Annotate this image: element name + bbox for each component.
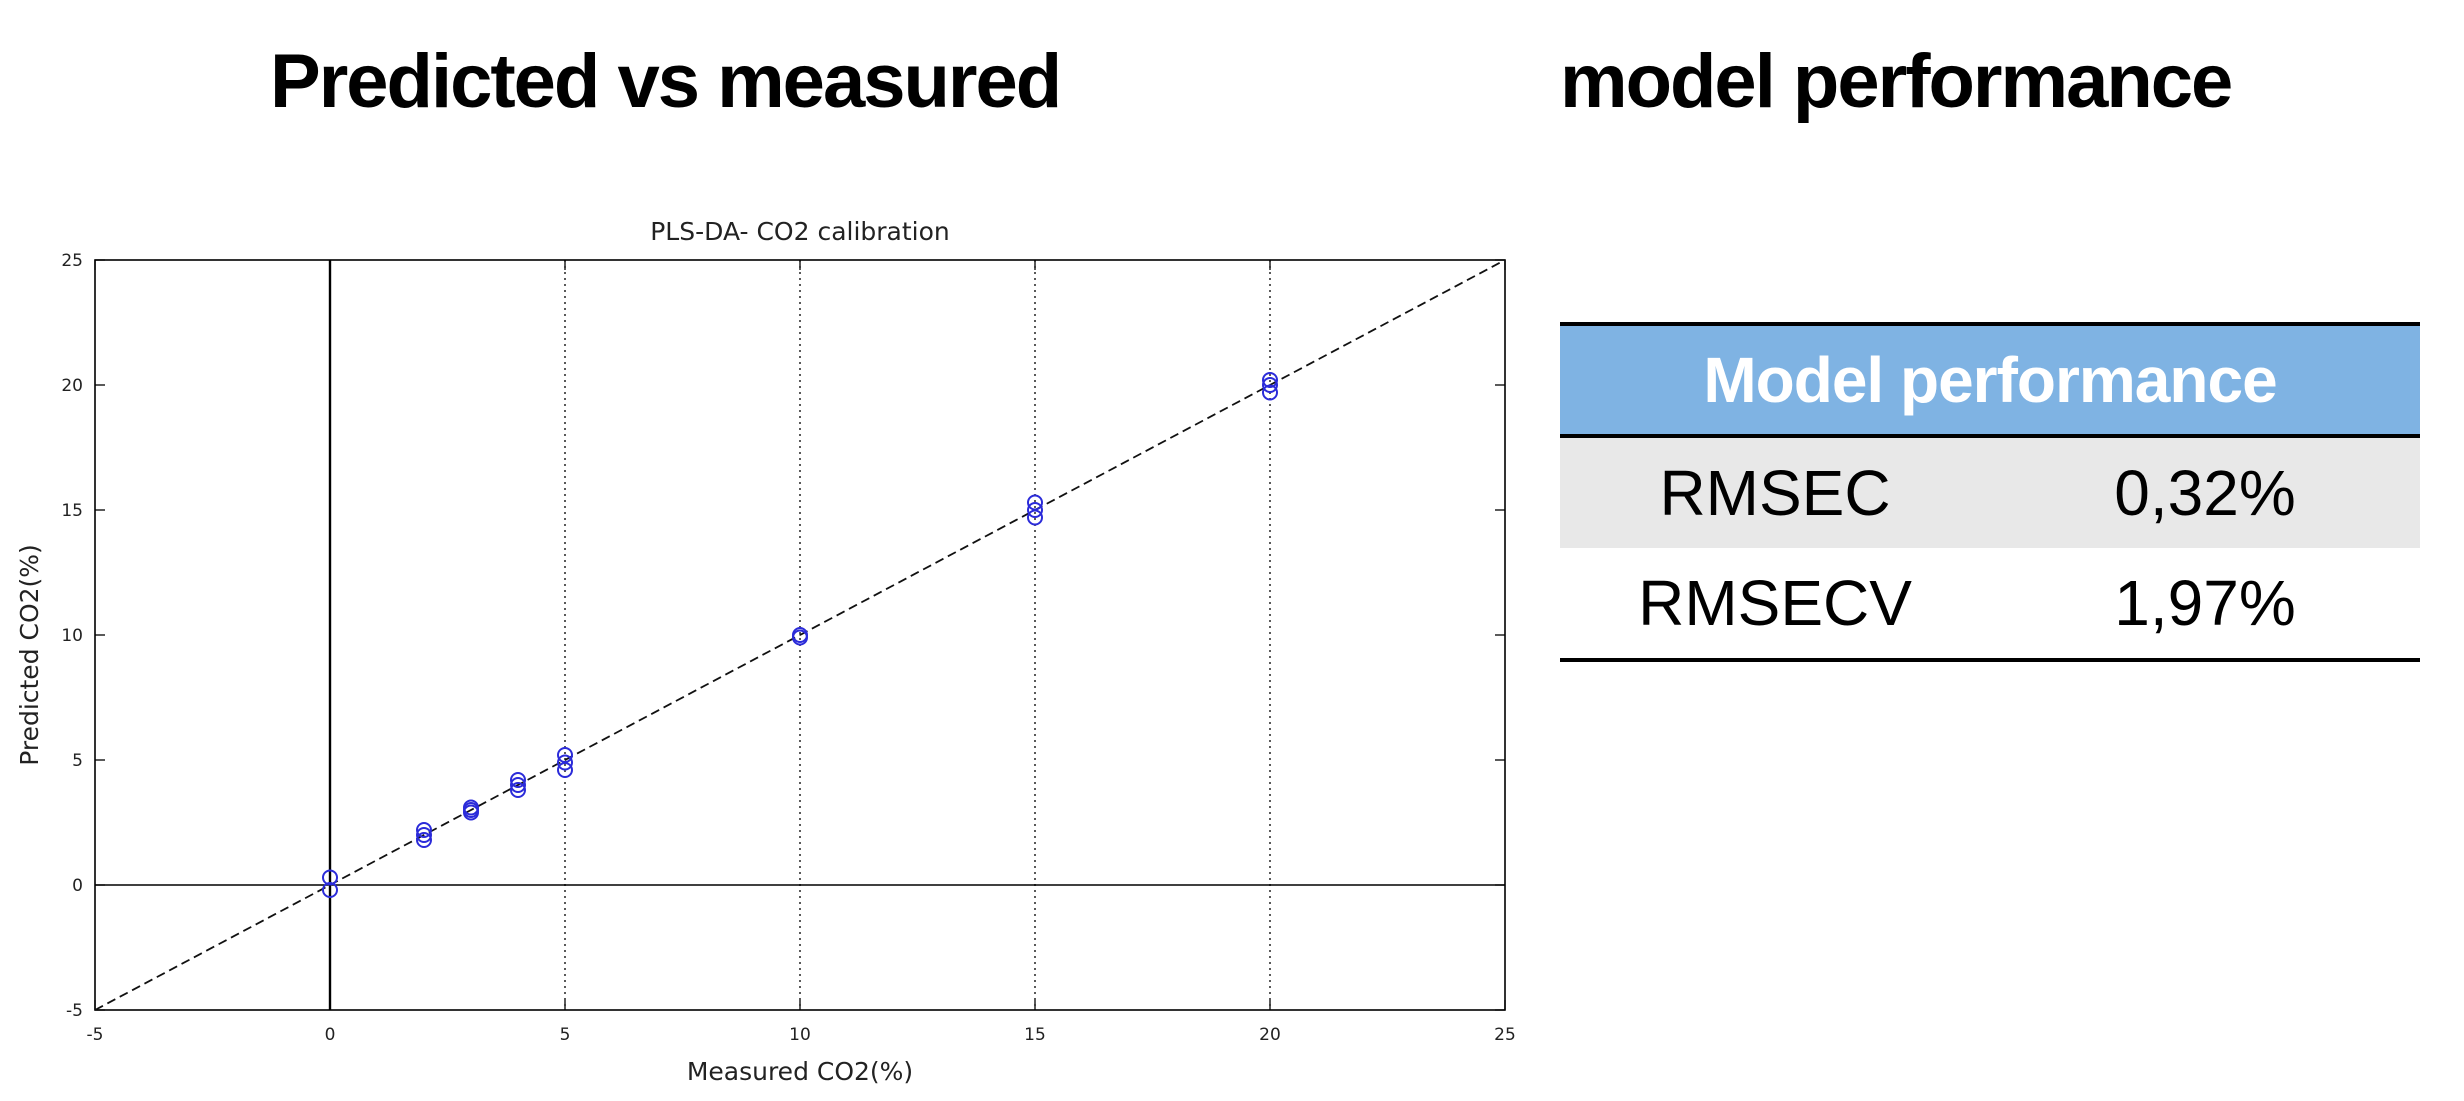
chart-title: PLS-DA- CO2 calibration: [650, 217, 950, 246]
data-point: [557, 754, 573, 771]
marks-layer: [94, 259, 1506, 1011]
y-tick-label: -5: [66, 1001, 83, 1021]
y-tick-label: 5: [72, 751, 83, 771]
y-tick-label: 25: [61, 251, 83, 271]
data-point: [416, 822, 432, 838]
grid-layer: [564, 260, 1271, 1010]
table-row: RMSECV 1,97%: [1560, 548, 2420, 662]
y-tick-label: 20: [61, 376, 83, 396]
x-tick-label: 0: [325, 1025, 336, 1045]
data-point: [416, 832, 432, 848]
y-tick-label: 0: [72, 876, 83, 896]
table-row: RMSEC 0,32%: [1560, 436, 2420, 548]
y-tick-label: 15: [61, 501, 83, 521]
value-cell: 1,97%: [1990, 548, 2420, 662]
metric-cell: RMSEC: [1560, 436, 1990, 548]
y-tick-label: 10: [61, 626, 83, 646]
data-point: [322, 882, 338, 898]
data-point: [510, 782, 526, 798]
x-axis-label: Measured CO2(%): [687, 1057, 913, 1086]
x-tick-label: -5: [87, 1025, 104, 1045]
data-point: [557, 762, 573, 778]
table-header-row: Model performance: [1560, 322, 2420, 438]
x-tick-label: 15: [1024, 1025, 1046, 1045]
x-tick-label: 10: [789, 1025, 811, 1045]
data-point: [1262, 384, 1278, 401]
model-performance-table: Model performance RMSEC 0,32% RMSECV 1,9…: [1560, 322, 2420, 662]
data-point: [322, 869, 338, 886]
performance-heading: model performance: [1560, 39, 2233, 124]
x-tick-label: 25: [1494, 1025, 1516, 1045]
data-point: [1262, 372, 1278, 388]
x-tick-label: 5: [560, 1025, 571, 1045]
data-point: [1027, 502, 1043, 518]
metric-cell: RMSECV: [1560, 548, 1990, 662]
table-header: Model performance: [1560, 322, 2420, 438]
value-cell: 0,32%: [1990, 436, 2420, 548]
data-point: [416, 827, 432, 843]
y-axis-label: Predicted CO2(%): [15, 544, 44, 766]
data-point: [1027, 509, 1043, 526]
data-point: [792, 629, 808, 646]
chart-heading: Predicted vs measured: [270, 39, 1062, 124]
data-point: [463, 802, 479, 818]
data-point: [1262, 377, 1278, 393]
data-point: [510, 772, 526, 788]
scatter-chart: -5 0 5 10 15 20 25 -5 0 5 10 15 20 25 PLS-DA- CO2 cali…: [15, 217, 1516, 1086]
data-point: [510, 777, 526, 793]
text-layer: -5 0 5 10 15 20 25 -5 0 5 10 15 20 25 PLS-DA- CO2 cali…: [15, 217, 1516, 1086]
x-tick-label: 20: [1259, 1025, 1281, 1045]
